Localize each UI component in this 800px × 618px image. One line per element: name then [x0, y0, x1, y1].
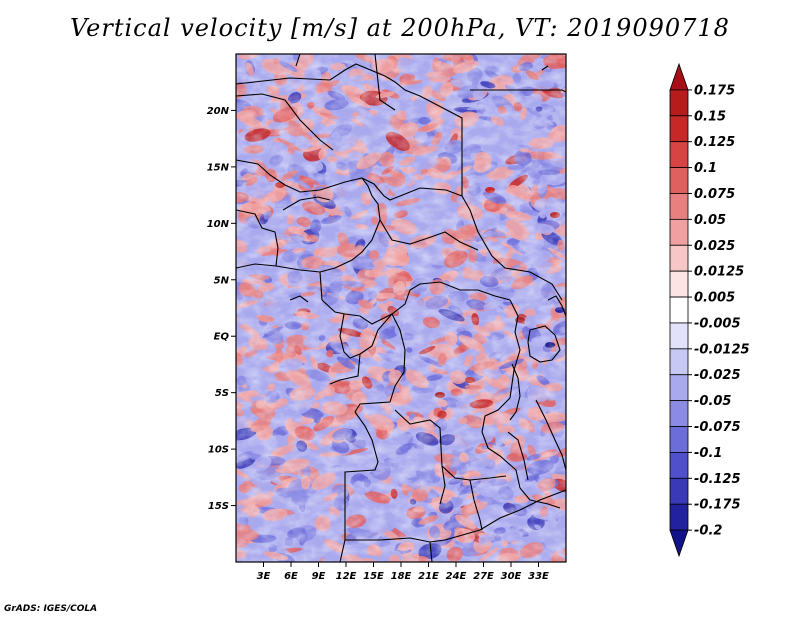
lon-tick-label: 27E	[473, 571, 494, 582]
lon-tick-label: 24E	[446, 571, 467, 582]
colorbar-swatch	[669, 244, 689, 272]
colorbar-label: 0.005	[694, 291, 735, 306]
colorbar-swatch	[669, 296, 689, 324]
lat-tick-label: 5S	[215, 388, 229, 399]
colorbar-label: 0.1	[694, 161, 717, 176]
colorbar-swatch	[669, 115, 689, 143]
lat-tick-label: EQ	[214, 332, 230, 343]
latitude-axis: 20N 15N 10N 5N EQ 5S 10S 15S	[207, 106, 236, 512]
colorbar: 0.175 0.15 0.125 0.1 0.075 0.05 0.025 0.0125 0.0…	[669, 62, 750, 558]
colorbar-label: -0.025	[694, 368, 741, 383]
colorbar-label: 0.125	[694, 135, 735, 150]
longitude-axis: 3E 6E 9E 12E 15E 18E 21E 24E 27E 30E 33E	[257, 562, 549, 582]
colorbar-label: 0.075	[694, 187, 735, 202]
lon-tick-label: 30E	[501, 571, 522, 582]
colorbar-swatch	[669, 193, 689, 220]
colorbar-label: -0.125	[694, 472, 741, 487]
colorbar-swatch	[669, 529, 689, 558]
colorbar-label: -0.1	[694, 446, 722, 461]
colorbar-swatch	[669, 503, 689, 531]
colorbar-swatch	[669, 218, 689, 246]
grads-credit: GrADS: IGES/COLA	[4, 604, 98, 614]
lon-tick-label: 9E	[312, 571, 326, 582]
colorbar-label: -0.0125	[694, 342, 750, 357]
colorbar-label: -0.075	[694, 420, 741, 435]
lon-tick-label: 6E	[284, 571, 298, 582]
colorbar-swatch	[669, 322, 689, 350]
lat-tick-label: 5N	[214, 275, 230, 286]
colorbar-swatch	[669, 141, 689, 168]
lon-tick-label: 21E	[418, 571, 439, 582]
colorbar-label: 0.175	[694, 83, 735, 98]
colorbar-label: 0.0125	[694, 265, 744, 280]
lat-tick-label: 15N	[207, 162, 230, 173]
colorbar-swatch	[669, 167, 689, 194]
lon-tick-label: 12E	[336, 571, 357, 582]
lon-tick-label: 18E	[391, 571, 412, 582]
colorbar-swatch	[669, 477, 689, 505]
lat-tick-label: 20N	[207, 106, 230, 117]
lat-tick-label: 15S	[208, 501, 229, 512]
map-title: Vertical velocity [m/s] at 200hPa, VT: 2…	[70, 14, 730, 42]
country-borders	[236, 54, 566, 562]
colorbar-label: -0.2	[694, 524, 722, 539]
colorbar-label: -0.175	[694, 498, 741, 513]
lon-tick-label: 3E	[257, 571, 271, 582]
colorbar-label: 0.05	[694, 213, 726, 228]
field-texture	[236, 54, 566, 562]
colorbar-swatch	[669, 452, 689, 479]
colorbar-swatch	[669, 400, 689, 427]
colorbar-label: -0.05	[694, 394, 731, 409]
colorbar-swatch	[669, 89, 689, 117]
colorbar-swatch	[669, 270, 689, 298]
colorbar-swatch	[669, 426, 689, 453]
lat-tick-label: 10N	[207, 219, 230, 230]
lon-tick-label: 15E	[363, 571, 384, 582]
colorbar-label: -0.005	[694, 316, 741, 331]
lon-tick-label: 33E	[528, 571, 549, 582]
velocity-field	[236, 54, 566, 562]
lat-tick-label: 10S	[208, 445, 229, 456]
colorbar-label: 0.025	[694, 239, 735, 254]
colorbar-label: 0.15	[694, 109, 726, 124]
colorbar-swatch	[669, 374, 689, 402]
colorbar-swatch	[669, 348, 689, 376]
colorbar-swatch	[669, 62, 689, 91]
